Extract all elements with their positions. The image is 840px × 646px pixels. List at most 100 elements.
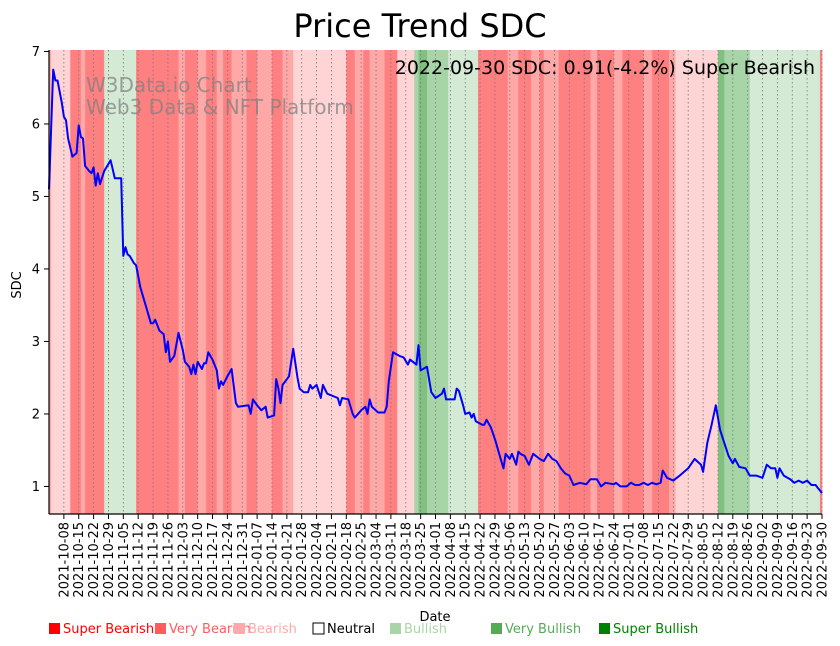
x-tick-label: 2022-04-29 [488, 522, 503, 598]
y-tick-label: 6 [32, 117, 40, 132]
band-bearish [216, 50, 224, 514]
band-very-bearish [558, 50, 566, 514]
legend-item: Super Bearish [49, 622, 154, 637]
legend-item: Very Bullish [491, 622, 581, 637]
x-tick-label: 2022-01-28 [295, 522, 310, 598]
band-very-bearish [652, 50, 670, 514]
x-tick-label: 2021-10-15 [72, 522, 87, 598]
y-tick-label: 3 [32, 335, 40, 350]
legend-item: Very Bearish [155, 622, 251, 637]
legend-swatch [390, 623, 401, 634]
x-tick-label: 2022-05-20 [533, 522, 548, 598]
x-tick-label: 2022-02-04 [310, 522, 325, 598]
legend-swatch [491, 623, 502, 634]
x-tick-label: 2022-07-15 [652, 522, 667, 598]
x-tick-label: 2022-07-29 [682, 522, 697, 598]
legend-swatch [155, 623, 166, 634]
x-tick-label: 2022-06-24 [607, 522, 622, 598]
x-tick-label: 2022-07-01 [622, 522, 637, 598]
band-super-bullish [418, 50, 428, 514]
band-bearish [257, 50, 273, 514]
legend-label: Bullish [404, 622, 447, 637]
x-axis-label: Date [419, 610, 450, 625]
band-very-bearish [596, 50, 615, 514]
x-tick-label: 2021-12-03 [176, 522, 191, 598]
price-line [48, 68, 823, 494]
latest-price-annotation: 2022-09-30 SDC: 0.91(-4.2%) Super Bearis… [395, 57, 815, 79]
x-tick-label: 2021-12-31 [236, 522, 251, 598]
legend-swatch [49, 623, 60, 634]
x-tick-label: 2022-06-17 [593, 522, 608, 598]
x-tick-label: 2022-06-10 [578, 522, 593, 598]
band-very-bearish [184, 50, 198, 514]
x-tick-label: 2021-10-29 [102, 522, 117, 598]
x-tick-label: 2022-07-22 [667, 522, 682, 598]
watermark-line-1: W3Data.io Chart [86, 73, 252, 97]
band-bullish [104, 50, 137, 514]
band-very-bearish [136, 50, 164, 514]
x-tick-label: 2022-04-15 [459, 522, 474, 598]
band-light-bearish [293, 50, 347, 514]
band-very-bearish [622, 50, 644, 514]
x-tick-label: 2022-09-30 [816, 522, 831, 598]
band-bearish [669, 50, 676, 514]
band-very-bullish [724, 50, 751, 514]
x-tick-label: 2022-08-19 [726, 522, 741, 598]
x-tick-label: 2022-03-25 [414, 522, 429, 598]
x-tick-label: 2021-12-17 [206, 522, 221, 598]
legend-swatch [599, 623, 610, 634]
x-tick-label: 2021-10-08 [57, 522, 72, 598]
x-tick-label: 2022-08-05 [697, 522, 712, 598]
y-tick-label: 2 [32, 407, 40, 422]
band-very-bearish [477, 50, 509, 514]
band-bearish [197, 50, 207, 514]
x-axis-ticks: 2021-10-08 2021-10-15 2021-10-22 2021-10-29… [57, 514, 831, 598]
band-very-bullish [427, 50, 449, 514]
band-super-bullish [717, 50, 725, 514]
legend-item: Neutral [312, 622, 375, 637]
watermark-line-2: Web3 Data & NFT Platform [86, 95, 354, 119]
x-tick-label: 2022-09-09 [771, 522, 786, 598]
legend-item: Bearish [234, 622, 297, 637]
vertical-gridlines [63, 50, 823, 514]
y-tick-label: 4 [32, 262, 40, 277]
band-bearish [531, 50, 540, 514]
band-bearish [178, 50, 186, 514]
band-very-bearish [163, 50, 179, 514]
band-very-bullish [414, 50, 419, 514]
x-tick-label: 2021-11-26 [161, 522, 176, 598]
band-very-bearish [97, 50, 105, 514]
band-bearish [613, 50, 623, 514]
legend-item: Bullish [390, 622, 447, 637]
band-super-bearish [819, 50, 823, 514]
band-very-bearish [85, 50, 99, 514]
band-very-bearish [70, 50, 75, 514]
sentiment-bands [49, 50, 823, 514]
band-bearish [80, 50, 86, 514]
legend-label: Super Bullish [613, 622, 698, 637]
x-tick-label: 2022-09-02 [756, 522, 771, 598]
band-bearish [643, 50, 653, 514]
band-bearish [507, 50, 519, 514]
x-tick-label: 2022-03-04 [370, 522, 385, 598]
y-tick-label: 7 [32, 45, 40, 60]
x-tick-label: 2022-09-16 [786, 522, 801, 598]
band-very-bearish [539, 50, 545, 514]
band-bearish [231, 50, 247, 514]
x-tick-label: 2022-06-03 [563, 522, 578, 598]
x-tick-label: 2022-02-25 [355, 522, 370, 598]
x-tick-label: 2022-05-06 [503, 522, 518, 598]
x-tick-label: 2022-05-13 [518, 522, 533, 598]
x-tick-label: 2022-04-08 [444, 522, 459, 598]
legend-label: Neutral [327, 622, 375, 637]
watermark: W3Data.io Chart Web3 Data & NFT Platform [86, 73, 354, 119]
x-tick-label: 2022-09-23 [801, 522, 816, 598]
band-light-bearish [51, 50, 58, 514]
band-very-bearish [74, 50, 82, 514]
x-tick-label: 2022-04-22 [474, 522, 489, 598]
legend-label: Very Bullish [505, 622, 581, 637]
y-axis-ticks: 1 2 3 4 5 6 7 [32, 45, 49, 495]
x-tick-label: 2022-08-12 [711, 522, 726, 598]
